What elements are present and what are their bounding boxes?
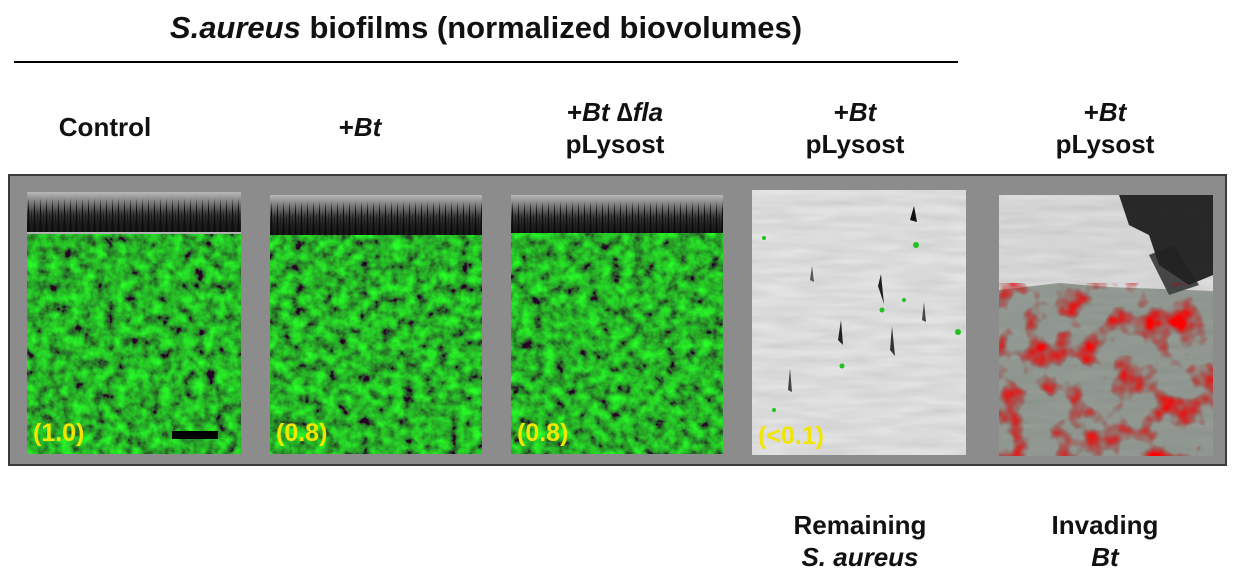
biovolume-value-control: (1.0): [33, 419, 85, 447]
label-col5-line2: pLysost: [1055, 129, 1155, 159]
biovolume-value-bt-dfla: (0.8): [517, 419, 569, 447]
caption-remaining-line1: Remaining: [793, 510, 927, 540]
label-control-line1: Control: [58, 112, 152, 142]
micrograph-invading-bt: [999, 195, 1213, 456]
title-species: S.aureus: [169, 10, 301, 45]
label-col4-line2: pLysost: [805, 129, 905, 159]
micrograph-remaining-saureus: [752, 190, 966, 455]
title-rest: biofilms (normalized biovolumes): [300, 10, 803, 45]
label-bt-dfla-plysost: +Bt ∆fla pLysost: [520, 96, 710, 160]
label-col5-line1: +Bt: [1083, 97, 1127, 127]
micrograph-bt: [270, 195, 482, 454]
label-bt-dfla-line2: pLysost: [565, 129, 665, 159]
caption-remaining-saureus: Remaining S. aureus: [760, 509, 960, 573]
caption-invading-line1: Invading: [1051, 510, 1159, 540]
micrograph-control: [27, 192, 241, 454]
label-bt-plysost-invading: +Bt pLysost: [1020, 96, 1190, 160]
label-bt-line1: +Bt: [338, 112, 382, 142]
biovolume-value-bt: (0.8): [276, 419, 328, 447]
label-control: Control: [30, 111, 180, 143]
label-bt: +Bt: [290, 111, 430, 143]
label-col4-line1: +Bt: [833, 97, 877, 127]
title-underline: [14, 61, 958, 63]
figure-title: S.aureus biofilms (normalized biovolumes…: [14, 10, 958, 46]
scale-bar: [172, 431, 218, 439]
caption-invading-line2: Bt: [1091, 542, 1119, 572]
caption-invading-bt: Invading Bt: [1020, 509, 1190, 573]
micrograph-bt-dfla: [511, 195, 723, 454]
label-bt-dfla-line1: +Bt ∆fla: [566, 97, 664, 127]
biovolume-value-remaining: (<0.1): [758, 422, 825, 450]
label-bt-plysost-remaining: +Bt pLysost: [770, 96, 940, 160]
caption-remaining-line2: S. aureus: [801, 542, 919, 572]
